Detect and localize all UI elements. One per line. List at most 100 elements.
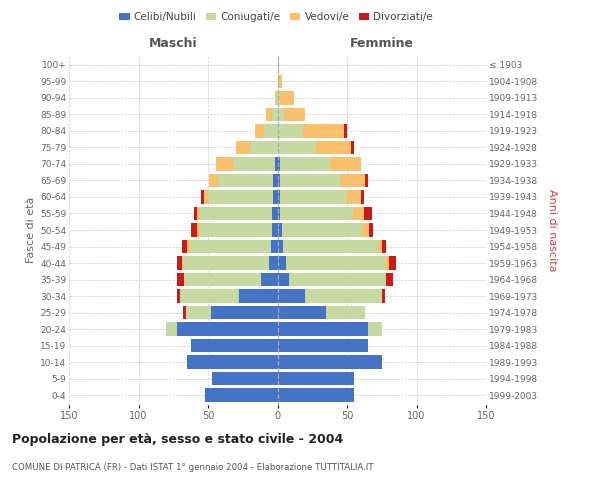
Bar [362, 223, 369, 237]
Bar [197, 223, 200, 237]
Bar [386, 256, 389, 270]
Bar [283, 240, 377, 254]
Bar [183, 256, 269, 270]
Bar [277, 256, 286, 270]
Bar [277, 388, 354, 402]
Bar [280, 206, 353, 220]
Bar [194, 206, 197, 220]
Bar [280, 174, 340, 187]
Bar [197, 206, 200, 220]
Bar [382, 240, 386, 254]
Bar [277, 322, 368, 336]
Bar [271, 240, 277, 254]
Bar [261, 273, 277, 286]
Bar [180, 290, 239, 303]
Bar [239, 290, 277, 303]
Bar [186, 306, 211, 320]
Bar [382, 290, 385, 303]
Bar [368, 322, 382, 336]
Bar [178, 322, 277, 336]
Bar [182, 256, 183, 270]
Bar [187, 356, 277, 369]
Bar [178, 273, 184, 286]
Bar [340, 174, 365, 187]
Bar [200, 206, 272, 220]
Bar [280, 91, 294, 104]
Text: Popolazione per età, sesso e stato civile - 2004: Popolazione per età, sesso e stato civil… [12, 432, 343, 446]
Bar [178, 290, 180, 303]
Bar [277, 223, 281, 237]
Bar [289, 273, 386, 286]
Bar [275, 157, 277, 170]
Bar [236, 140, 250, 154]
Bar [208, 190, 274, 204]
Bar [302, 124, 344, 138]
Bar [272, 206, 277, 220]
Bar [191, 223, 197, 237]
Bar [187, 240, 190, 254]
Bar [277, 108, 284, 121]
Bar [272, 108, 277, 121]
Bar [281, 223, 362, 237]
Bar [275, 91, 276, 104]
Bar [277, 273, 289, 286]
Bar [218, 174, 274, 187]
Y-axis label: Fasce di età: Fasce di età [26, 197, 36, 263]
Bar [286, 256, 386, 270]
Bar [284, 108, 305, 121]
Text: Maschi: Maschi [149, 37, 197, 50]
Bar [386, 273, 393, 286]
Bar [183, 306, 186, 320]
Bar [274, 190, 277, 204]
Bar [255, 124, 263, 138]
Bar [178, 256, 182, 270]
Legend: Celibi/Nubili, Coniugati/e, Vedovi/e, Divorziati/e: Celibi/Nubili, Coniugati/e, Vedovi/e, Di… [115, 8, 437, 26]
Bar [277, 306, 326, 320]
Bar [272, 223, 277, 237]
Bar [277, 190, 280, 204]
Bar [377, 240, 382, 254]
Bar [166, 322, 178, 336]
Bar [201, 190, 204, 204]
Bar [361, 190, 364, 204]
Bar [266, 108, 272, 121]
Text: COMUNE DI PATRICA (FR) - Dati ISTAT 1° gennaio 2004 - Elaborazione TUTTITALIA.IT: COMUNE DI PATRICA (FR) - Dati ISTAT 1° g… [12, 463, 373, 472]
Bar [200, 223, 272, 237]
Bar [277, 91, 280, 104]
Bar [364, 206, 372, 220]
Bar [326, 306, 365, 320]
Bar [344, 124, 347, 138]
Bar [277, 124, 302, 138]
Bar [351, 140, 354, 154]
Bar [277, 372, 354, 386]
Bar [280, 190, 347, 204]
Bar [305, 290, 382, 303]
Bar [277, 339, 368, 352]
Bar [277, 240, 283, 254]
Bar [316, 140, 351, 154]
Bar [209, 174, 218, 187]
Bar [276, 91, 277, 104]
Bar [211, 306, 277, 320]
Bar [277, 206, 280, 220]
Bar [277, 157, 280, 170]
Bar [191, 339, 277, 352]
Bar [277, 140, 316, 154]
Bar [250, 140, 277, 154]
Bar [184, 273, 261, 286]
Bar [217, 157, 233, 170]
Text: Femmine: Femmine [350, 37, 414, 50]
Bar [331, 157, 361, 170]
Bar [389, 256, 395, 270]
Bar [277, 356, 382, 369]
Bar [269, 256, 277, 270]
Bar [365, 174, 368, 187]
Bar [369, 223, 373, 237]
Y-axis label: Anni di nascita: Anni di nascita [547, 188, 557, 271]
Bar [190, 240, 271, 254]
Bar [205, 388, 277, 402]
Bar [182, 240, 187, 254]
Bar [353, 206, 364, 220]
Bar [212, 372, 277, 386]
Bar [277, 74, 281, 88]
